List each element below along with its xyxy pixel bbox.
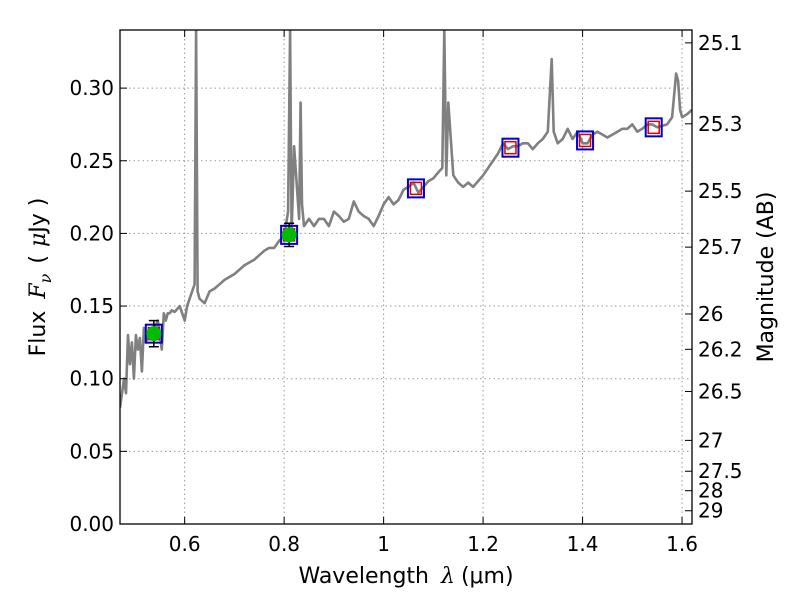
axis-ticks: 0.6 0.8 1 1.2 1.4 1.6 0.00 0.05 0.10 0.15 0.20 0.25… — [69, 30, 743, 556]
y-tick-label: 0.00 — [69, 512, 114, 536]
y-tick-label: 0.20 — [69, 221, 114, 245]
model-square-marker — [576, 130, 595, 151]
x-tick-label: 0.8 — [268, 532, 300, 556]
mag-tick-label: 26.5 — [698, 379, 743, 403]
mag-tick-label: 25.5 — [698, 179, 743, 203]
model-inner-square-marker — [504, 140, 517, 155]
y-axis-label: FluxFν(μJy ) — [26, 198, 55, 357]
photometry-markers — [144, 117, 663, 348]
model-inner-square-marker — [647, 120, 660, 135]
y-tick-label: 0.05 — [69, 439, 114, 463]
x-tick-label: 1.2 — [467, 532, 499, 556]
y-tick-label: 0.10 — [69, 367, 114, 391]
x-axis-label: Wavelength λ (μm) — [298, 564, 513, 589]
y-tick-label: 0.30 — [69, 76, 114, 100]
model-square-marker — [501, 137, 520, 158]
y-tick-label: 0.15 — [69, 294, 114, 318]
mag-tick-label: 28 — [698, 479, 723, 503]
mag-tick-label: 29 — [698, 499, 723, 523]
y2-axis-label: Magnitude (AB) — [754, 192, 779, 363]
model-inner-square-marker — [578, 133, 592, 148]
model-square-marker — [406, 178, 425, 199]
model-inner-square-marker — [409, 181, 423, 196]
mag-tick-label: 26 — [698, 302, 723, 326]
observed-point — [281, 227, 297, 243]
x-tick-label: 0.6 — [169, 532, 201, 556]
x-tick-label: 1.4 — [567, 532, 599, 556]
mag-tick-label: 26.2 — [698, 337, 743, 361]
plot-frame — [119, 29, 693, 525]
mag-tick-label: 25.3 — [698, 112, 743, 136]
observed-point — [146, 326, 162, 342]
mag-tick-label: 25.1 — [698, 31, 743, 55]
y-tick-label: 0.25 — [69, 149, 114, 173]
spectrum-layer — [120, 30, 692, 408]
mag-tick-label: 27 — [698, 428, 723, 452]
x-tick-label: 1.6 — [666, 532, 698, 556]
model-square-marker — [644, 117, 663, 138]
mag-tick-label: 25.7 — [698, 235, 743, 259]
grid-lines — [120, 30, 692, 525]
mag-tick-label: 27.5 — [698, 459, 743, 483]
x-tick-label: 1 — [377, 532, 390, 556]
spectrum-line — [120, 30, 692, 408]
